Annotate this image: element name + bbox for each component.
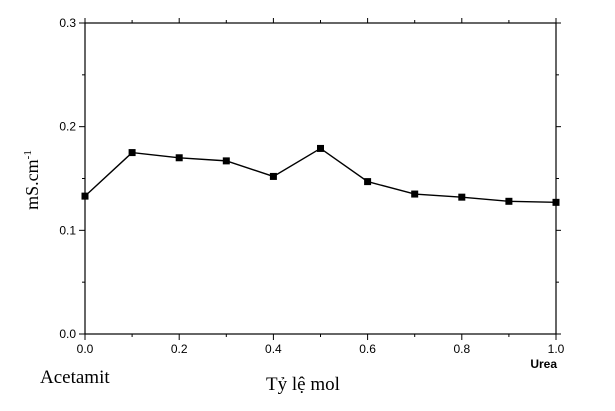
x-tick-label: 0.6: [359, 342, 376, 356]
y-tick-label: 0.1: [59, 223, 76, 237]
y-axis-label-base: mS.cm: [22, 159, 42, 210]
data-point-marker: [552, 198, 560, 206]
series-layer: [81, 144, 560, 206]
y-axis-label-exponent: -1: [22, 150, 34, 159]
x-tick-label: 1.0: [548, 342, 565, 356]
data-point-marker: [505, 197, 513, 205]
data-point-marker: [364, 178, 372, 186]
data-point-marker: [81, 192, 89, 200]
x-tick-label: 0.2: [171, 342, 188, 356]
data-point-marker: [269, 172, 277, 180]
x-tick-label: 0.0: [77, 342, 94, 356]
right-end-label: Urea: [530, 357, 557, 371]
data-point-marker: [317, 144, 324, 152]
data-point-marker: [175, 154, 183, 162]
y-tick-label: 0.3: [59, 16, 76, 30]
data-point-marker: [411, 190, 419, 198]
x-axis-label: Tỷ lệ mol: [266, 374, 340, 395]
x-tick-label: 0.4: [265, 342, 282, 356]
series-line: [84, 147, 557, 204]
plot-frame: [84, 22, 557, 335]
left-end-label: Acetamit: [40, 367, 110, 388]
data-point-marker: [222, 157, 230, 165]
x-tick-label: 0.8: [453, 342, 470, 356]
y-tick-label: 0.2: [59, 120, 76, 134]
data-point-marker: [128, 149, 136, 157]
data-point-marker: [458, 193, 466, 201]
y-axis-label: mS.cm-1: [22, 150, 42, 210]
axis-labels: mS.cm-1 Tỷ lệ mol Acetamit Urea: [22, 150, 557, 395]
plot-area: 0.0 0.1 0.2 0.3 0.0 0.2 0.4 0.6 0.8 1.0: [59, 16, 564, 356]
y-tick-label: 0.0: [59, 327, 76, 341]
